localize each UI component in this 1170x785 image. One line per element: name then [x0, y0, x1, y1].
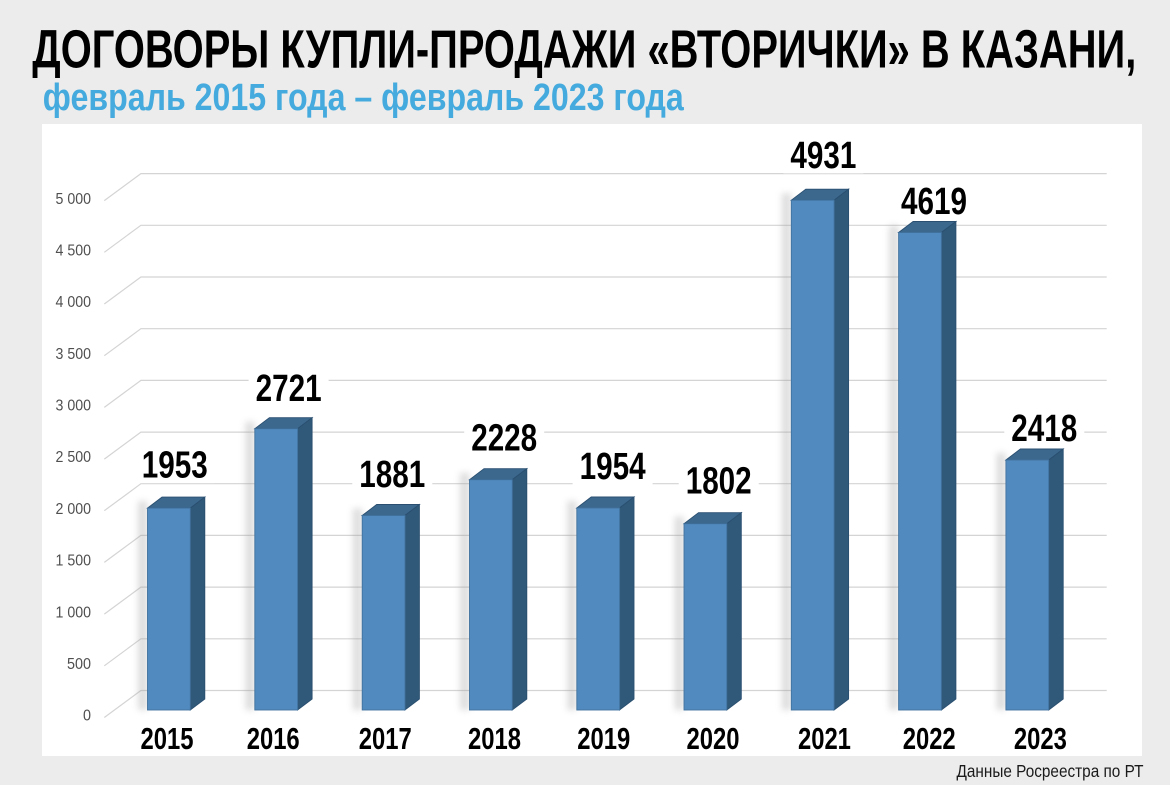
svg-text:2022: 2022: [903, 721, 956, 756]
svg-text:1802: 1802: [686, 460, 752, 502]
svg-text:0: 0: [83, 708, 91, 725]
svg-text:1 000: 1 000: [56, 604, 92, 621]
svg-text:2016: 2016: [247, 721, 300, 756]
svg-text:Данные Росреестра по РТ: Данные Росреестра по РТ: [957, 761, 1144, 781]
svg-text:февраль 2015 года – февраль 20: февраль 2015 года – февраль 2023 года: [43, 77, 685, 119]
svg-text:4931: 4931: [790, 135, 856, 177]
svg-text:2015: 2015: [141, 721, 194, 756]
svg-text:1953: 1953: [142, 445, 208, 487]
svg-text:3 000: 3 000: [56, 398, 92, 415]
svg-text:1954: 1954: [580, 446, 646, 488]
svg-text:2020: 2020: [687, 721, 740, 756]
svg-text:2021: 2021: [798, 721, 851, 756]
svg-text:ДОГОВОРЫ КУПЛИ-ПРОДАЖИ «ВТОРИЧ: ДОГОВОРЫ КУПЛИ-ПРОДАЖИ «ВТОРИЧКИ» В КАЗА…: [32, 20, 1136, 80]
svg-text:2 500: 2 500: [56, 449, 92, 466]
svg-text:2023: 2023: [1014, 721, 1067, 756]
svg-text:2228: 2228: [471, 418, 537, 460]
svg-text:3 500: 3 500: [56, 346, 92, 363]
svg-text:5 000: 5 000: [56, 191, 92, 208]
svg-text:2019: 2019: [577, 721, 630, 756]
svg-text:1 500: 1 500: [56, 553, 92, 570]
svg-text:2721: 2721: [256, 368, 322, 410]
svg-text:500: 500: [67, 656, 91, 673]
svg-text:4 000: 4 000: [56, 294, 92, 311]
svg-text:2017: 2017: [359, 721, 412, 756]
svg-text:4 500: 4 500: [56, 243, 92, 260]
svg-text:2018: 2018: [468, 721, 521, 756]
svg-text:2418: 2418: [1011, 408, 1077, 450]
svg-text:2 000: 2 000: [56, 501, 92, 518]
svg-text:4619: 4619: [901, 181, 967, 223]
svg-text:1881: 1881: [359, 454, 425, 496]
